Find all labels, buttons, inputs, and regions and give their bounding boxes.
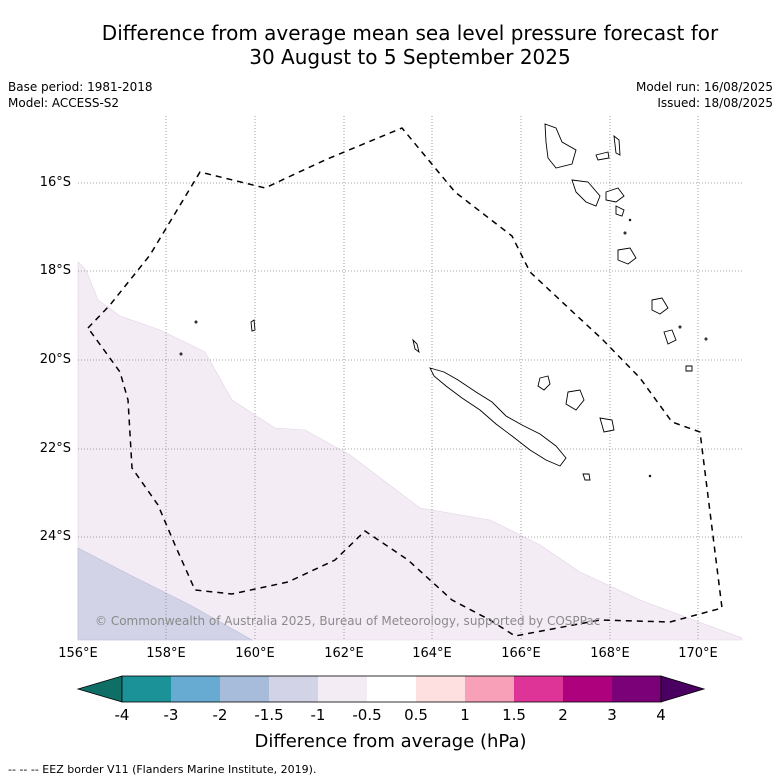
vanuatu-tanna xyxy=(663,329,677,345)
lon-label: 164°E xyxy=(412,646,452,661)
lon-label: 162°E xyxy=(324,646,364,661)
colorbar-bin xyxy=(269,676,318,702)
colorbar-bin xyxy=(318,676,367,702)
anomaly-region-mid xyxy=(77,547,254,641)
colorbar-bin xyxy=(122,676,171,702)
colorbar-tick-label: 0.5 xyxy=(404,706,428,724)
islet-c xyxy=(648,474,652,478)
belep-islands xyxy=(412,338,420,354)
issued-date: Issued: 18/08/2025 xyxy=(657,96,773,110)
new-caledonia-main-island xyxy=(429,367,567,467)
lat-label: 18°S xyxy=(39,263,71,278)
islet-a xyxy=(194,320,198,324)
copyright-notice: © Commonwealth of Australia 2025, Bureau… xyxy=(95,614,601,628)
vanuatu-pentecost xyxy=(605,187,625,203)
chart-title-line-1: Difference from average mean sea level p… xyxy=(101,21,719,45)
colorbar-bin xyxy=(367,676,416,702)
colorbar-tick-label: 1 xyxy=(460,706,470,724)
lat-label: 24°S xyxy=(39,529,71,544)
lon-label: 168°E xyxy=(590,646,630,661)
model-run: Model run: 16/08/2025 xyxy=(635,80,773,94)
colorbar-tick-label: -3 xyxy=(163,706,179,724)
colorbar-bin xyxy=(171,676,220,702)
vanuatu-aneityum xyxy=(685,365,693,372)
colorbar-extend-high xyxy=(660,675,706,703)
base-period: Base period: 1981-2018 xyxy=(8,80,153,94)
colorbar-bin xyxy=(416,676,465,702)
colorbar-bin xyxy=(563,676,612,702)
colorbar-tick-label: -1 xyxy=(310,706,326,724)
colorbar-tick-label: 4 xyxy=(656,706,666,724)
vanuatu-erromango xyxy=(651,297,669,315)
loyalty-island-mare xyxy=(599,417,615,433)
isle-of-pines xyxy=(582,473,591,481)
loyalty-island-lifou xyxy=(565,389,585,411)
eez-legend-note: -- -- -- EEZ border V11 (Flanders Marine… xyxy=(8,763,317,776)
anomaly-region-light xyxy=(77,261,743,641)
lon-label: 156°E xyxy=(58,646,98,661)
lon-label: 166°E xyxy=(501,646,541,661)
islet-f xyxy=(623,231,627,235)
eez-border xyxy=(87,127,723,637)
colorbar-tick-label: -4 xyxy=(114,706,130,724)
colorbar-bin xyxy=(220,676,269,702)
islet-e xyxy=(678,325,682,329)
vanuatu-efate xyxy=(617,247,637,265)
lon-label: 170°E xyxy=(678,646,718,661)
colorbar-extend-low xyxy=(76,675,123,703)
lat-label: 16°S xyxy=(39,175,71,190)
colorbar-tick-label: 3 xyxy=(607,706,617,724)
model-name: Model: ACCESS-S2 xyxy=(8,96,120,110)
lon-label: 158°E xyxy=(146,646,186,661)
graticule xyxy=(78,116,742,640)
colorbar-bin xyxy=(612,676,661,702)
vanuatu-malekula xyxy=(571,179,601,207)
islet-d xyxy=(704,337,708,341)
chart-title-line-2: 30 August to 5 September 2025 xyxy=(249,45,571,69)
chesterfield-islet xyxy=(250,319,256,332)
islet-b xyxy=(179,352,183,356)
colorbar-bin xyxy=(465,676,514,702)
colorbar-title: Difference from average (hPa) xyxy=(254,731,527,752)
lon-label: 160°E xyxy=(235,646,275,661)
colorbar-frame xyxy=(121,675,662,703)
colorbar-tick-label: 2 xyxy=(558,706,568,724)
lat-label: 22°S xyxy=(39,441,71,456)
vanuatu-epi xyxy=(615,205,625,217)
colorbar-bin xyxy=(514,676,563,702)
loyalty-island-ouvea xyxy=(537,375,551,391)
colorbar-tick-label: 1.5 xyxy=(502,706,526,724)
lat-label: 20°S xyxy=(39,352,71,367)
islet-g xyxy=(628,218,632,222)
colorbar-tick-label: -2 xyxy=(212,706,228,724)
colorbar xyxy=(76,675,706,703)
vanuatu-maewo xyxy=(613,134,621,156)
colorbar-tick-label: -1.5 xyxy=(254,706,284,724)
colorbar-tick-label: -0.5 xyxy=(352,706,382,724)
vanuatu-ambae xyxy=(595,151,610,161)
vanuatu-espiritu-santo xyxy=(544,123,577,169)
